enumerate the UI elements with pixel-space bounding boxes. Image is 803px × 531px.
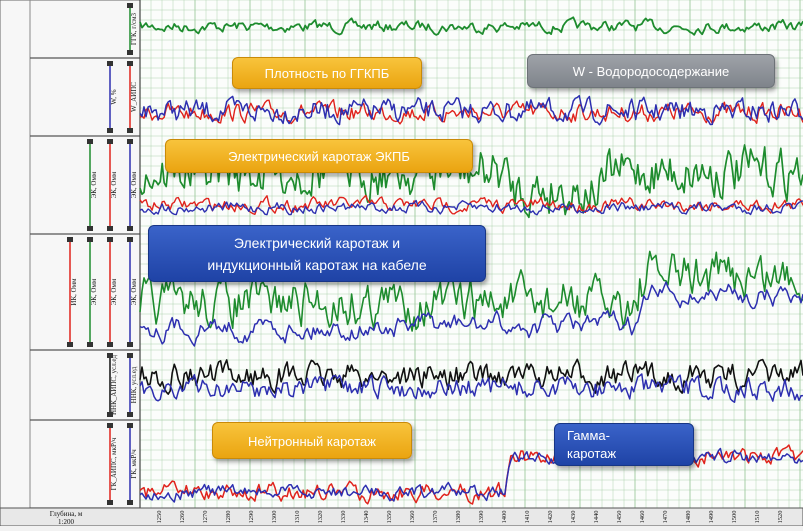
gamma-callout-line2: каротаж [567,446,617,461]
track-label: ННК, усл.ед [130,366,138,403]
depth-tick-label: 1350 [386,511,393,524]
depth-tick-label: 1440 [593,511,600,524]
track-label: W_АИПС [130,82,138,112]
depth-title: Глубина, м [50,510,83,518]
ekpb-callout-text: Электрический каротаж ЭКПБ [228,149,410,164]
track-label: ЭК, Омм [90,278,98,305]
track-label: ЭК, Омм [90,171,98,198]
depth-tick-label: 1310 [294,511,301,524]
depth-tick-label: 1520 [777,511,784,524]
depth-scale: Глубина, м1:200 1250 1260 1270 1280 1290 1300 1… [0,507,803,527]
track-label: ГГК, г/см3 [130,12,138,45]
log-curves [139,16,803,505]
depth-tick-label: 1330 [340,511,347,524]
neutron-callout-text: Нейтронный каротаж [248,434,376,449]
track-label: ЭК, Омм [110,171,118,198]
depth-tick-label: 1430 [570,511,577,524]
track-label: ННК_АИПС, усл.ед [110,355,118,415]
track-label: ЭК, Омм [130,171,138,198]
ekpb-callout: Электрический каротаж ЭКПБ [165,139,473,173]
density-callout-text: Плотность по ГГКПБ [264,66,390,81]
depth-tick-label: 1260 [179,511,186,524]
depth-tick-label: 1420 [547,511,554,524]
depth-tick-label: 1510 [754,511,761,524]
depth-tick-label: 1460 [639,511,646,524]
track-label: ЭК, Омм [130,278,138,305]
track-label: ГК_АИПС, мкР/ч [110,437,118,490]
depth-tick-label: 1270 [202,511,209,524]
depth-tick-label: 1490 [708,511,715,524]
depth-tick-label: 1470 [662,511,669,524]
depth-tick-label: 1500 [731,511,738,524]
depth-tick-label: 1400 [501,511,508,524]
depth-tick-label: 1480 [685,511,692,524]
depth-tick-label: 1250 [156,511,163,524]
track-label: ГК, мкР/ч [130,449,138,479]
neutron-callout: Нейтронный каротаж [212,422,412,459]
depth-tick-label: 1410 [524,511,531,524]
depth-tick-label: 1320 [317,511,324,524]
track-label: W, % [110,89,118,104]
depth-tick-label: 1290 [248,511,255,524]
hydrogen-callout-text: W - Водородосодержание [572,64,730,79]
depth-tick-label: 1360 [409,511,416,524]
track-label: ИК, Омм [70,278,78,306]
density-callout: Плотность по ГГКПБ [232,57,422,89]
depth-tick-label: 1280 [225,511,232,524]
depth-tick-label: 1450 [616,511,623,524]
depth-tick-label: 1340 [363,511,370,524]
hydrogen-callout: W - Водородосодержание [527,54,775,88]
gamma-callout-line1: Гамма- [567,428,610,443]
depth-tick-label: 1380 [455,511,462,524]
depth-scale-ratio: 1:200 [58,518,74,526]
depth-tick-label: 1370 [432,511,439,524]
cable-callout: Электрический каротаж и индукционный кар… [148,225,486,282]
gamma-callout: Гамма- каротаж [554,423,694,466]
depth-tick-label: 1390 [478,511,485,524]
track-label: ЭК, Омм [110,278,118,305]
cable-callout-line1: Электрический каротаж и [233,235,401,251]
depth-tick-label: 1300 [271,511,278,524]
cable-callout-line2: индукционный каротаж на кабеле [207,257,427,273]
